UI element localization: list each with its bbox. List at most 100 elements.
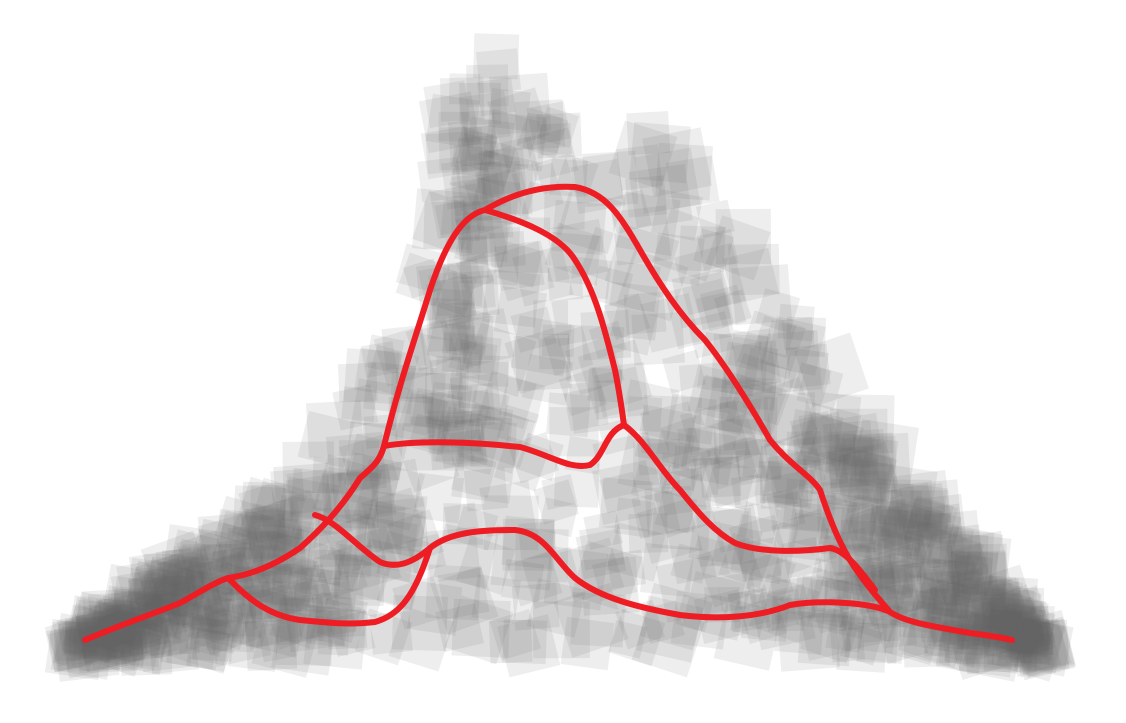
- translucent-square: [310, 580, 353, 624]
- translucent-square: [61, 604, 120, 663]
- translucent-square: [785, 343, 831, 389]
- translucent-square: [140, 530, 213, 603]
- translucent-square: [766, 491, 806, 530]
- translucent-square: [487, 112, 548, 172]
- translucent-square: [514, 333, 572, 392]
- translucent-square: [270, 469, 305, 504]
- translucent-square: [971, 583, 1006, 618]
- translucent-square: [813, 450, 871, 508]
- translucent-square: [420, 125, 474, 180]
- translucent-square: [696, 228, 739, 271]
- translucent-square: [140, 573, 201, 634]
- translucent-square: [459, 82, 502, 125]
- translucent-square: [537, 106, 579, 149]
- translucent-square: [738, 501, 781, 544]
- translucent-square: [899, 512, 953, 566]
- translucent-square: [608, 609, 666, 667]
- translucent-square: [336, 463, 397, 524]
- translucent-square: [156, 555, 198, 598]
- translucent-square: [785, 316, 826, 357]
- translucent-square: [951, 554, 993, 596]
- translucent-square: [533, 479, 579, 525]
- translucent-square: [644, 485, 695, 536]
- translucent-square: [455, 339, 498, 382]
- translucent-square: [184, 613, 229, 657]
- translucent-square: [833, 432, 896, 495]
- translucent-square: [617, 432, 679, 495]
- translucent-square: [892, 469, 952, 530]
- translucent-square: [677, 426, 719, 467]
- translucent-square: [458, 135, 496, 173]
- translucent-square: [849, 436, 899, 486]
- translucent-square: [856, 469, 890, 502]
- translucent-square: [958, 607, 1026, 675]
- translucent-square: [822, 570, 877, 625]
- translucent-square: [1004, 613, 1050, 660]
- translucent-square: [921, 548, 971, 598]
- translucent-square: [160, 609, 221, 670]
- translucent-square: [516, 107, 569, 159]
- translucent-square: [606, 549, 646, 589]
- lower-band-curve: [312, 512, 893, 621]
- translucent-square: [838, 432, 876, 470]
- translucent-square: [979, 592, 1026, 639]
- translucent-square: [870, 498, 910, 539]
- translucent-square: [970, 607, 1022, 659]
- translucent-square: [466, 220, 508, 262]
- translucent-square: [326, 553, 391, 618]
- translucent-square: [216, 508, 259, 551]
- translucent-square: [754, 445, 811, 502]
- translucent-square: [755, 489, 799, 533]
- translucent-square: [496, 404, 540, 448]
- translucent-square: [800, 390, 862, 452]
- translucent-square: [144, 553, 183, 593]
- translucent-square: [479, 415, 513, 449]
- translucent-square: [591, 555, 638, 602]
- translucent-square: [317, 623, 350, 656]
- translucent-square: [426, 265, 478, 317]
- translucent-square: [428, 381, 473, 426]
- translucent-square: [758, 330, 822, 394]
- translucent-square: [204, 598, 245, 639]
- translucent-square: [766, 316, 826, 376]
- translucent-square: [670, 590, 730, 650]
- translucent-square: [660, 461, 700, 501]
- translucent-square: [438, 126, 483, 171]
- translucent-square: [74, 601, 146, 673]
- translucent-square: [884, 606, 943, 665]
- translucent-square: [631, 489, 681, 540]
- translucent-square: [343, 348, 400, 405]
- translucent-square: [551, 293, 604, 347]
- translucent-square: [67, 596, 122, 651]
- translucent-square: [450, 177, 490, 217]
- translucent-square: [186, 627, 231, 672]
- translucent-square: [962, 612, 1025, 674]
- translucent-square: [731, 264, 793, 326]
- translucent-square: [979, 603, 1043, 666]
- translucent-square: [590, 265, 634, 309]
- translucent-square: [737, 310, 806, 380]
- translucent-square: [728, 243, 780, 296]
- translucent-square: [912, 493, 967, 548]
- translucent-square: [376, 530, 432, 586]
- translucent-square: [176, 596, 218, 638]
- translucent-square: [777, 303, 815, 342]
- translucent-square: [728, 514, 789, 574]
- translucent-square: [816, 444, 884, 512]
- translucent-square: [1017, 628, 1054, 666]
- translucent-square: [704, 458, 756, 511]
- translucent-square: [571, 540, 643, 613]
- translucent-square: [461, 334, 502, 375]
- translucent-square: [558, 367, 608, 417]
- translucent-square: [168, 529, 219, 580]
- translucent-square: [827, 445, 871, 489]
- translucent-square: [401, 392, 449, 440]
- translucent-square: [671, 445, 721, 495]
- translucent-square: [608, 619, 648, 659]
- translucent-square: [766, 448, 826, 508]
- translucent-square: [388, 606, 455, 672]
- translucent-square: [258, 552, 317, 611]
- translucent-square: [956, 612, 1026, 682]
- translucent-square: [890, 483, 949, 542]
